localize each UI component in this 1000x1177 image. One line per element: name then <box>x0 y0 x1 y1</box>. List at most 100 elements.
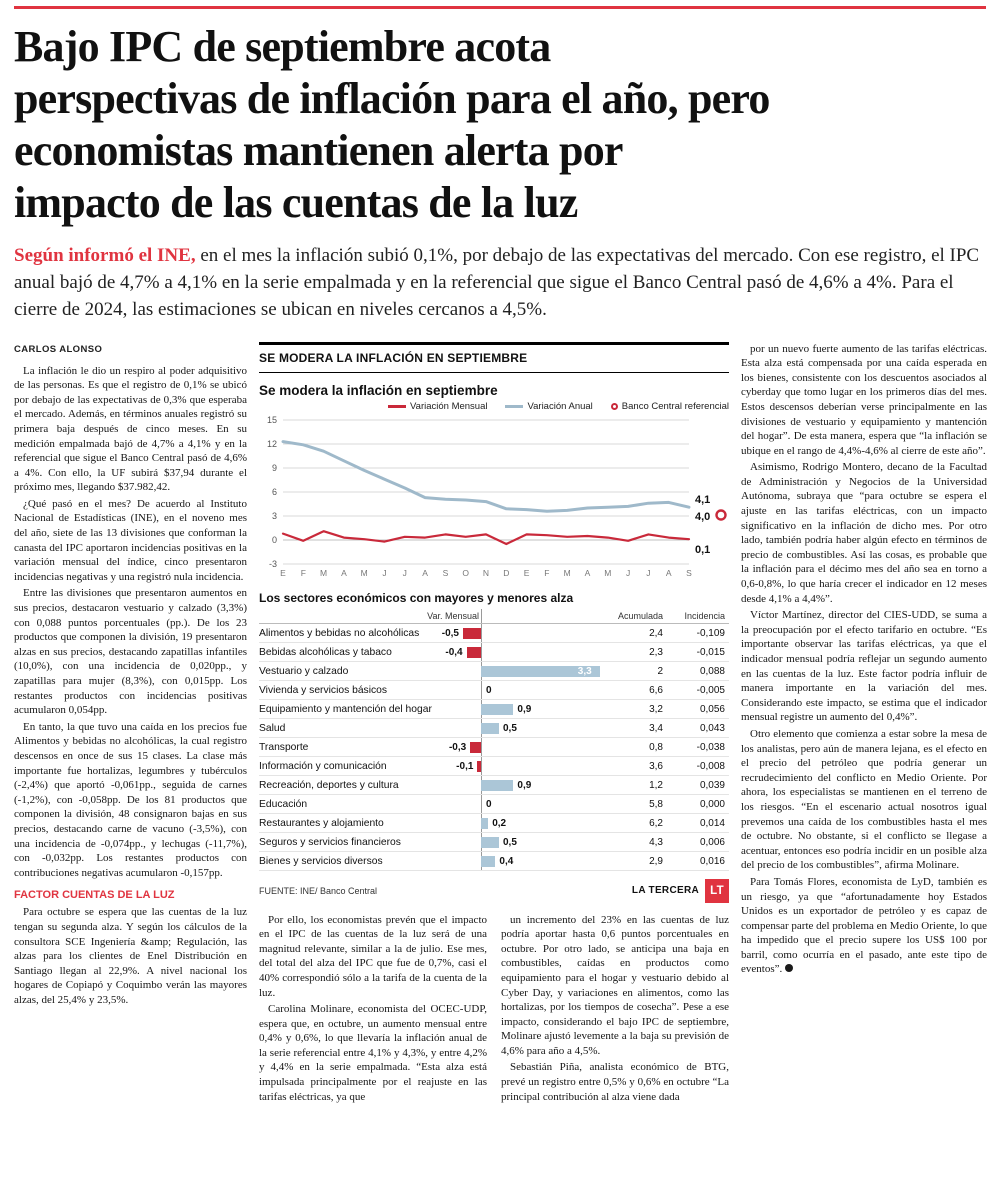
var-mensual-value: 0 <box>486 799 492 811</box>
var-mensual-bar <box>481 665 600 677</box>
column-header-incidencia: Incidencia <box>684 610 725 621</box>
newspaper-credit: LA TERCERA LT <box>631 878 729 903</box>
article-paragraph: Entre las divisiones que presentaron aum… <box>14 587 247 717</box>
svg-text:S: S <box>443 568 449 578</box>
top-red-rule <box>14 6 986 9</box>
article-body: CARLOS ALONSO La inflación le dio un res… <box>14 341 987 1107</box>
sectors-bar-table: Var. Mensual Acumulada Incidencia Alimen… <box>259 608 729 871</box>
svg-text:6: 6 <box>272 487 277 497</box>
sector-label: Seguros y servicios financieros <box>259 836 401 848</box>
svg-text:S: S <box>686 568 692 578</box>
acumulada-value: 2,3 <box>649 646 663 658</box>
var-mensual-bar <box>481 703 514 715</box>
sector-label: Transporte <box>259 741 309 753</box>
var-mensual-bar <box>463 627 481 639</box>
incidencia-value: -0,005 <box>696 684 725 696</box>
red-ring-swatch-icon <box>610 402 618 410</box>
article-column-1: CARLOS ALONSO La inflación le dio un res… <box>14 342 247 1107</box>
legend-label: Banco Central referencial <box>621 400 729 412</box>
acumulada-value: 3,6 <box>649 760 663 772</box>
var-mensual-value: -0,4 <box>445 647 463 659</box>
sector-row: Restaurantes y alojamiento 0,2 6,2 0,014 <box>259 814 729 833</box>
sector-label: Restaurantes y alojamiento <box>259 817 384 829</box>
legend-item-mensual: Variación Mensual <box>388 401 487 412</box>
article-paragraph: un incremento del 23% en las cuentas de … <box>501 913 729 1057</box>
var-mensual-bar <box>470 741 481 753</box>
sector-label: Bebidas alcohólicas y tabaco <box>259 646 392 658</box>
legend-label: Variación Mensual <box>410 400 488 412</box>
svg-text:0: 0 <box>272 535 277 545</box>
acumulada-value: 6,2 <box>649 817 663 829</box>
svg-text:E: E <box>524 568 530 578</box>
acumulada-value: 3,4 <box>649 722 663 734</box>
sector-row: Equipamiento y mantención del hogar 0,9 3,… <box>259 700 729 719</box>
var-mensual-value: -0,1 <box>456 761 474 773</box>
svg-text:J: J <box>646 568 650 578</box>
article-paragraph: Para Tomás Flores, economista de LyD, ta… <box>741 875 987 977</box>
svg-text:E: E <box>280 568 286 578</box>
svg-text:O: O <box>462 568 469 578</box>
article-paragraph-text: Para Tomás Flores, economista de LyD, ta… <box>741 875 987 976</box>
var-mensual-value: 0,5 <box>503 723 517 735</box>
article-column-2: Por ello, los economistas prevén que el … <box>259 913 487 1107</box>
incidencia-value: -0,109 <box>696 627 725 639</box>
sector-label: Vivienda y servicios básicos <box>259 684 388 696</box>
svg-text:J: J <box>403 568 407 578</box>
end-of-article-icon <box>785 964 794 973</box>
sector-row: Educación 0 5,8 0,000 <box>259 795 729 814</box>
svg-text:0,1: 0,1 <box>695 544 710 556</box>
incidencia-value: -0,015 <box>696 646 725 658</box>
incidencia-value: 0,088 <box>699 665 725 677</box>
svg-text:F: F <box>301 568 306 578</box>
infographic-footer: FUENTE: INE/ Banco Central LA TERCERA LT <box>259 878 729 903</box>
svg-text:N: N <box>483 568 489 578</box>
svg-text:A: A <box>585 568 591 578</box>
article-paragraph: ¿Qué pasó en el mes? De acuerdo al Insti… <box>14 497 247 583</box>
var-mensual-bar <box>481 817 489 829</box>
svg-text:J: J <box>382 568 386 578</box>
article-paragraph: Víctor Martínez, director del CIES-UDD, … <box>741 609 987 724</box>
legend-item-anual: Variación Anual <box>505 401 593 412</box>
column-header-acumulada: Acumulada <box>617 610 663 621</box>
legend-item-banco-central: Banco Central referencial <box>610 400 729 412</box>
var-mensual-bar <box>481 855 496 867</box>
var-mensual-bar <box>481 722 499 734</box>
var-mensual-bar <box>477 760 481 772</box>
bottom-text-columns: Por ello, los economistas prevén que el … <box>259 913 729 1107</box>
svg-text:D: D <box>503 568 509 578</box>
infographic: SE MODERA LA INFLACIÓN EN SEPTIEMBRE Se … <box>259 341 729 903</box>
svg-text:M: M <box>564 568 571 578</box>
lede-text: en el mes la inflación subió 0,1%, por d… <box>14 244 980 320</box>
column-header-var-mensual: Var. Mensual <box>427 610 479 621</box>
newspaper-page: Bajo IPC de septiembre acota perspectiva… <box>14 6 987 1107</box>
var-mensual-bar <box>481 836 499 848</box>
incidencia-value: -0,038 <box>696 741 725 753</box>
chart-title: Se modera la inflación en septiembre <box>259 382 498 398</box>
headline: Bajo IPC de septiembre acota perspectiva… <box>14 22 770 227</box>
article-paragraph: La inflación le dio un respiro al poder … <box>14 364 247 494</box>
svg-text:M: M <box>361 568 368 578</box>
article-paragraph: Sebastián Piña, analista económico de BT… <box>501 1061 729 1103</box>
lede: Según informó el INE, en el mes la infla… <box>14 243 986 324</box>
la-tercera-logo: LT <box>705 878 729 903</box>
byline: CARLOS ALONSO <box>14 343 103 355</box>
var-mensual-value: 0,4 <box>499 856 514 868</box>
blue-line-swatch-icon <box>505 404 524 408</box>
var-mensual-value: 3,3 <box>577 666 592 678</box>
sectors-table-header: Var. Mensual Acumulada Incidencia <box>259 609 729 624</box>
var-mensual-bar <box>466 646 481 658</box>
sector-label: Bienes y servicios diversos <box>259 855 383 867</box>
sector-label: Vestuario y calzado <box>259 665 349 677</box>
sectors-rows: Alimentos y bebidas no alcohólicas -0,5 2,… <box>259 624 729 871</box>
svg-text:A: A <box>422 568 428 578</box>
acumulada-value: 0,8 <box>649 741 663 753</box>
source-credit: FUENTE: INE/ Banco Central <box>259 885 378 896</box>
section-subhead: FACTOR CUENTAS DE LA LUZ <box>14 889 175 902</box>
credit-label: LA TERCERA <box>631 885 699 897</box>
var-mensual-bar <box>481 779 514 791</box>
sectors-chart-title: Los sectores económicos con mayores y me… <box>259 590 574 605</box>
sector-label: Salud <box>259 722 286 734</box>
red-line-swatch-icon <box>388 404 407 408</box>
sector-row: Bebidas alcohólicas y tabaco -0,4 2,3 -0,01… <box>259 643 729 662</box>
